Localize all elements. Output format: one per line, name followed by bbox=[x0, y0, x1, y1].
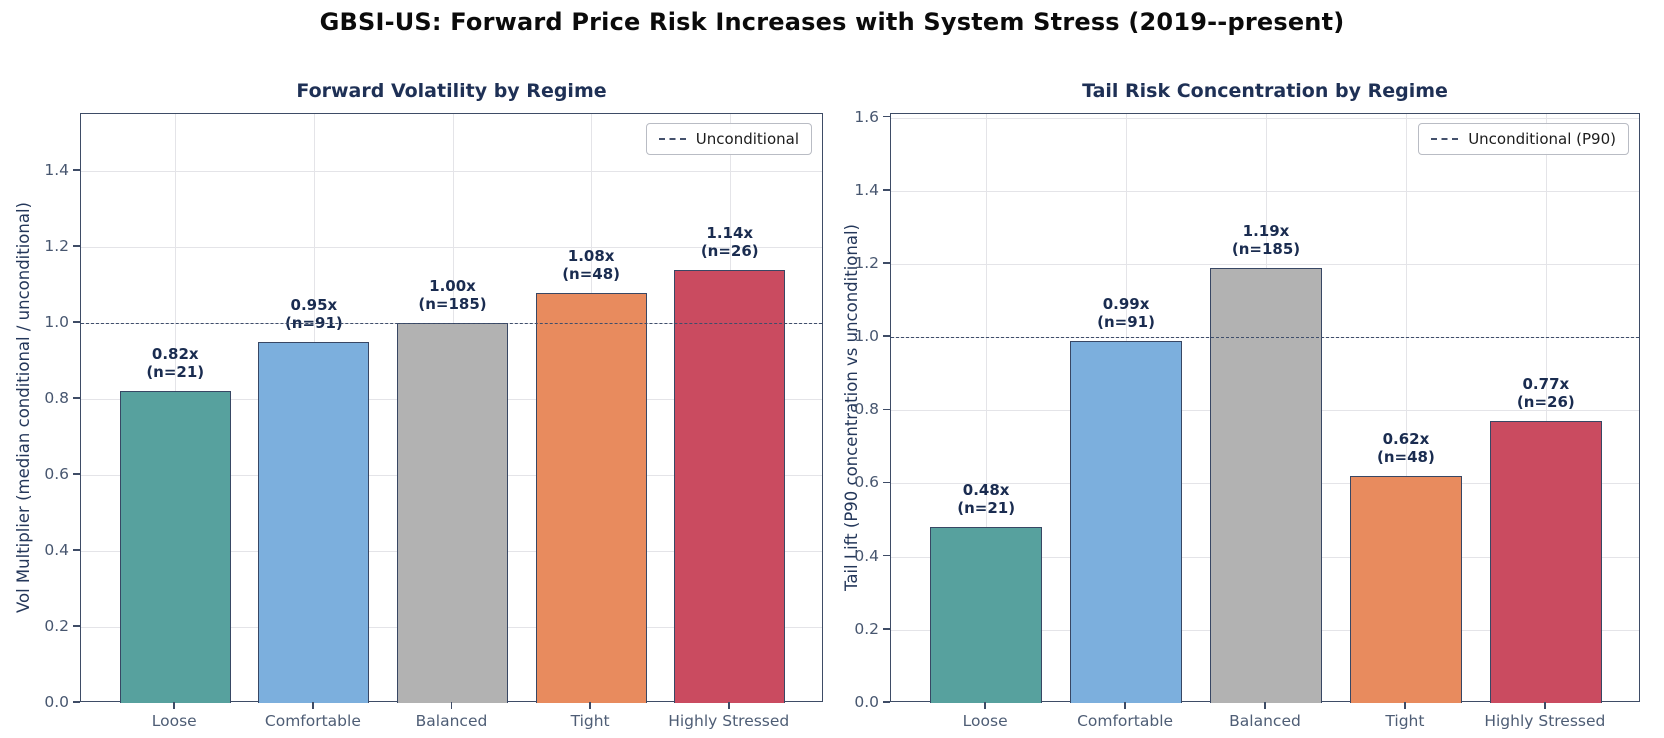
y-tick-mark bbox=[883, 335, 890, 337]
y-tick-mark bbox=[883, 189, 890, 191]
chart-title: Forward Volatility by Regime bbox=[296, 80, 607, 102]
dashed-line-icon bbox=[658, 138, 686, 140]
y-tick-label: 0.2 bbox=[44, 617, 69, 635]
y-tick-label: 0.4 bbox=[44, 541, 69, 559]
bar-value-label: 0.48x (n=21) bbox=[957, 481, 1016, 518]
legend-label: Unconditional bbox=[695, 130, 799, 148]
x-tick-mark bbox=[173, 702, 176, 709]
gridline bbox=[891, 190, 1639, 192]
reference-line bbox=[891, 337, 1639, 339]
x-tick-label: Loose bbox=[151, 712, 197, 730]
y-tick-label: 1.0 bbox=[44, 313, 69, 331]
y-tick-mark bbox=[73, 625, 80, 627]
x-tick-label: Highly Stressed bbox=[1484, 712, 1606, 730]
bar bbox=[1210, 267, 1322, 703]
figure-title: GBSI-US: Forward Price Risk Increases wi… bbox=[319, 8, 1345, 36]
y-tick-label: 1.2 bbox=[854, 253, 879, 272]
gridline bbox=[891, 117, 1639, 119]
y-tick-mark bbox=[883, 481, 890, 484]
y-tick-mark bbox=[883, 554, 890, 557]
y-tick-label: 0.8 bbox=[854, 400, 879, 419]
y-tick-mark bbox=[883, 262, 890, 264]
gridline bbox=[986, 114, 988, 701]
gridline bbox=[81, 171, 822, 172]
y-tick-mark bbox=[73, 549, 80, 551]
legend: Unconditional bbox=[645, 123, 812, 155]
bar bbox=[1349, 476, 1462, 703]
gridline bbox=[1545, 114, 1547, 701]
y-tick-label: 1.2 bbox=[44, 237, 69, 255]
y-tick-label: 0.0 bbox=[854, 693, 879, 711]
y-tick-mark bbox=[73, 169, 80, 171]
plot-area: 0.48x (n=21) 0.99x (n=91) 1.19x (n=185) 0.62x(… bbox=[890, 113, 1640, 703]
plot-area: 0.82x (n=21) 0.95x (n=91) 1.00x (n=185) 1.08x(… bbox=[80, 113, 823, 703]
x-tick-label: Tight bbox=[570, 712, 610, 730]
y-tick-label: 1.4 bbox=[854, 180, 879, 199]
bar-value-label: 1.08x (n=48) bbox=[562, 246, 621, 283]
bar-value-label: 1.14x (n=26) bbox=[700, 223, 759, 260]
y-tick-label: 1.4 bbox=[44, 161, 69, 179]
y-tick-label: 0.0 bbox=[44, 693, 69, 711]
bar-value-label: 1.00x (n=185) bbox=[418, 277, 487, 313]
bar-value-label: 0.77x (n=26) bbox=[1516, 375, 1575, 412]
x-tick-label: Loose bbox=[962, 712, 1008, 730]
x-tick-mark bbox=[1124, 702, 1126, 709]
reference-line bbox=[81, 323, 822, 324]
x-tick-label: Balanced bbox=[1229, 712, 1301, 730]
y-tick-mark bbox=[73, 397, 80, 399]
bar bbox=[397, 323, 508, 703]
x-tick-label: Highly Stressed bbox=[668, 712, 790, 730]
legend: Unconditional (P90) bbox=[1418, 123, 1629, 155]
x-tick-mark bbox=[312, 702, 314, 709]
y-tick-mark bbox=[73, 473, 80, 475]
x-tick-mark bbox=[450, 702, 453, 709]
y-tick-label: 0.6 bbox=[854, 473, 879, 492]
bar bbox=[674, 269, 786, 703]
y-tick-label: 0.8 bbox=[44, 389, 69, 407]
gridline bbox=[81, 247, 822, 248]
x-tick-label: Comfortable bbox=[1077, 712, 1174, 730]
x-tick-mark bbox=[589, 702, 591, 709]
bar-value-label: 0.99x (n=91) bbox=[1097, 294, 1155, 331]
y-tick-mark bbox=[883, 701, 890, 703]
bar-value-label: 0.95x (n=91) bbox=[284, 296, 343, 332]
y-tick-mark bbox=[73, 701, 80, 703]
x-tick-label: Comfortable bbox=[264, 712, 361, 730]
y-tick-mark bbox=[883, 628, 890, 630]
y-axis-label: Vol Multiplier (median conditional / unc… bbox=[14, 202, 33, 613]
x-tick-label: Balanced bbox=[415, 712, 488, 730]
chart-title: Tail Risk Concentration by Regime bbox=[1082, 80, 1448, 102]
x-tick-mark bbox=[984, 702, 986, 709]
bar bbox=[930, 527, 1043, 703]
y-tick-label: 0.6 bbox=[44, 465, 69, 483]
y-tick-label: 1.6 bbox=[854, 107, 879, 126]
bar bbox=[1489, 421, 1602, 703]
gridline bbox=[1405, 114, 1407, 701]
bar bbox=[1070, 340, 1183, 703]
x-tick-mark bbox=[727, 702, 730, 709]
bar bbox=[535, 292, 647, 703]
y-tick-mark bbox=[883, 115, 890, 118]
y-tick-label: 1.0 bbox=[854, 327, 879, 346]
dashed-line-icon bbox=[1431, 138, 1459, 140]
gridline bbox=[891, 263, 1639, 265]
bar-value-label: 1.19x (n=185) bbox=[1231, 221, 1301, 258]
bar-value-label: 0.62x (n=48) bbox=[1377, 430, 1435, 467]
x-tick-label: Tight bbox=[1385, 712, 1425, 730]
y-tick-mark bbox=[73, 245, 80, 247]
bar-value-label: 0.82x (n=21) bbox=[146, 345, 205, 382]
y-tick-mark bbox=[883, 408, 890, 411]
y-tick-mark bbox=[73, 321, 80, 323]
bar bbox=[258, 342, 370, 703]
y-tick-label: 0.2 bbox=[854, 619, 879, 638]
x-tick-mark bbox=[1264, 702, 1266, 709]
bar bbox=[119, 391, 231, 703]
legend-label: Unconditional (P90) bbox=[1468, 130, 1616, 148]
y-tick-label: 0.4 bbox=[854, 546, 879, 565]
x-tick-mark bbox=[1404, 702, 1406, 709]
x-tick-mark bbox=[1544, 702, 1546, 709]
